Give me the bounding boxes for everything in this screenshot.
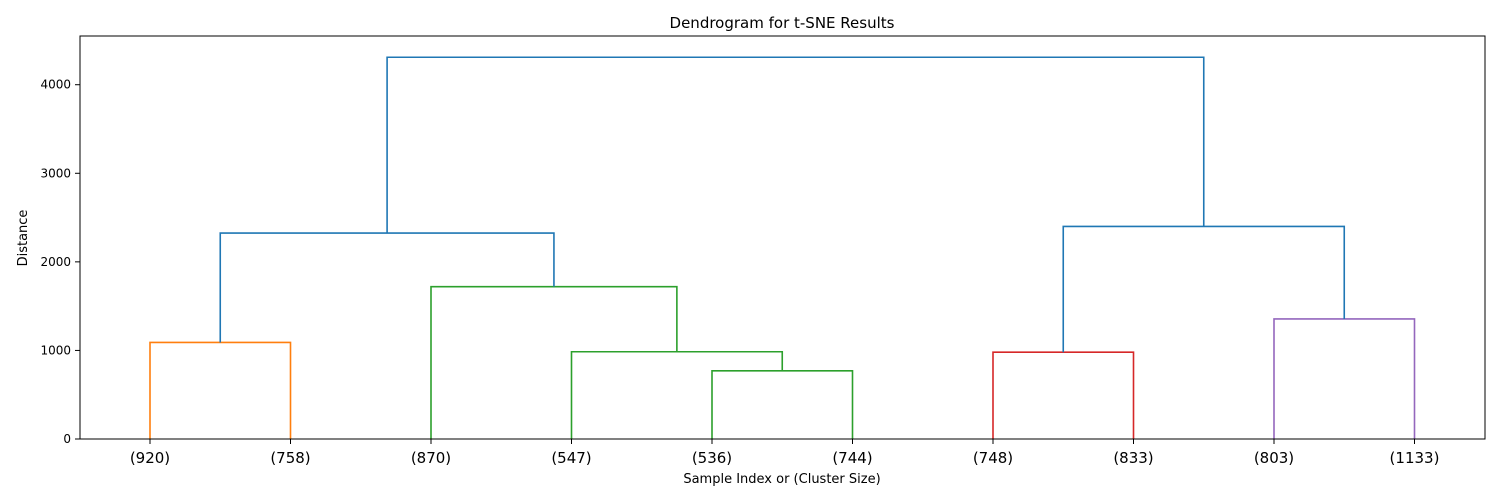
dendrogram-link-m9 (386, 56, 1205, 234)
dendrogram-link-m6 (992, 351, 1135, 439)
leaf-label-9: (1133) (1390, 449, 1440, 467)
dendrogram-link-m3 (570, 350, 784, 439)
dendrogram-links (149, 56, 1416, 439)
leaf-label-7: (833) (1113, 449, 1153, 467)
y-tick-label-2000: 2000 (40, 255, 71, 269)
y-tick-label-1000: 1000 (40, 343, 71, 357)
plot-frame (79, 35, 1486, 440)
y-tick-label-4000: 4000 (40, 78, 71, 92)
y-axis: 0 1000 2000 3000 4000 (40, 78, 80, 446)
leaf-label-3: (547) (551, 449, 591, 467)
dendrogram-link-m2 (711, 370, 854, 439)
leaf-label-2: (870) (411, 449, 451, 467)
x-axis-label: Sample Index or (Cluster Size) (683, 472, 880, 487)
leaf-label-1: (758) (270, 449, 310, 467)
dendrogram-link-m8 (1062, 225, 1346, 353)
leaf-label-8: (803) (1254, 449, 1294, 467)
x-axis: (920) (758) (870) (547) (536) (744) (748) (833)… (130, 439, 1440, 467)
leaf-label-6: (748) (973, 449, 1013, 467)
leaf-label-4: (536) (692, 449, 732, 467)
chart-title: Dendrogram for t-SNE Results (670, 14, 895, 32)
dendrogram-link-m7 (1273, 318, 1416, 439)
dendrogram-link-m1 (149, 341, 292, 439)
y-tick-label-0: 0 (63, 432, 71, 446)
y-tick-label-3000: 3000 (40, 166, 71, 180)
dendrogram-link-m4 (430, 285, 678, 439)
y-axis-label: Distance (16, 210, 31, 267)
leaf-label-5: (744) (832, 449, 872, 467)
dendrogram-link-m5 (219, 232, 555, 343)
leaf-label-0: (920) (130, 449, 170, 467)
